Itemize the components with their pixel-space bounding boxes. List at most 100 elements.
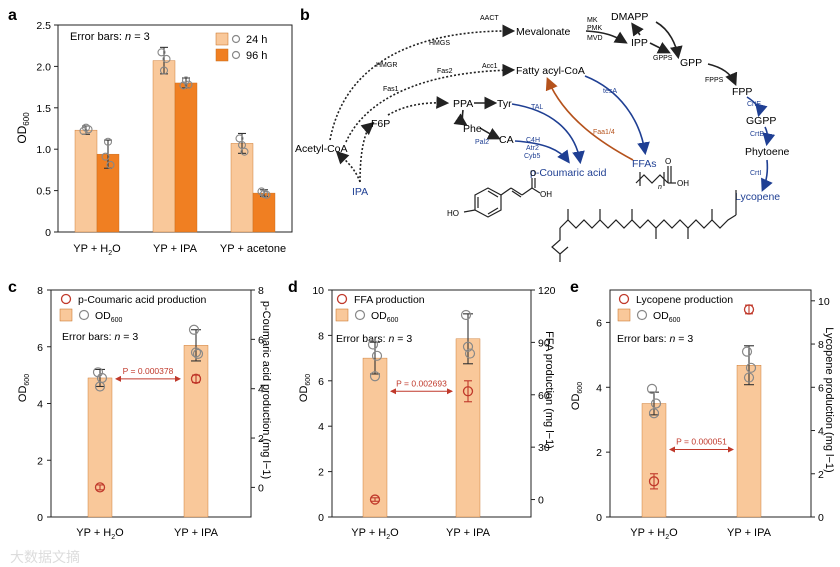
ylabel-main: OD [17,386,29,403]
od-point-d [369,371,381,382]
p-coumaric-structure [463,178,541,218]
legend-od-marker [636,309,648,321]
y-tick-label-e: 4 [596,382,602,394]
node-ipp: IPP [631,37,648,49]
y2-tick-label-e: 10 [818,296,830,308]
node-fpp: FPP [732,86,752,98]
node-gpp: GPP [680,57,702,69]
x-tick-label-d: YP + IPA [446,527,491,539]
data-point-a [159,66,169,75]
y-tick-label-d: 0 [318,512,324,524]
od-point-c [190,347,202,358]
od-bar-c-1 [183,345,209,518]
y-tick-label-e: 2 [596,447,602,459]
data-point-a [240,147,249,156]
y2-tick-label-c: 2 [258,433,264,445]
od-point-d [460,309,472,321]
y-tick-label-d: 2 [318,467,324,479]
arrow-f6p-ppa [387,96,450,116]
node-ppa: PPA [453,98,473,110]
y2-tick-label-c: 8 [258,285,264,297]
legend-od-swatch [335,308,349,322]
legend-od-main: OD [371,310,387,322]
annotation-prefix: Error bars: [336,333,389,345]
y2-tick-label-d: 30 [538,442,550,454]
x-tick-label-e: YP + H2O [630,527,678,541]
x-tick-label-c: YP + IPA [174,527,219,539]
y-tick-label-e: 0 [596,512,602,524]
arrow-ca-pca [514,140,570,164]
enzyme-fpps: FPPS [705,77,724,84]
od-bar-c-0 [87,377,113,518]
ylabel-sub: 600 [577,382,584,394]
enzyme-mvd: MVD [587,35,603,42]
arrow-ppa-phe [453,109,468,126]
production-point-d-1 [462,386,474,397]
y2-tick-label-c: 0 [258,482,264,494]
panel-e-annotation: Error bars: n = 3 [617,333,693,345]
lycopene-structure [551,190,737,262]
data-point-a [157,48,166,57]
od-point-c [188,324,200,335]
panel-d-annotation: Error bars: n = 3 [336,333,412,345]
arrow-fpp-ggpp [746,96,768,118]
node-fatty-acyl-coa: Fatty acyl-CoA [516,65,585,77]
legend-swatch-96h [215,48,229,62]
legend-label-24h: 24 h [246,34,267,46]
x-tick-label-c: YP + H2O [76,527,124,541]
node-ffas: FFAs [632,158,657,170]
legend-od-main: OD [95,310,111,322]
enzyme-crte: CrtE [747,101,761,108]
enzyme-tal: TAL [531,104,543,111]
legend-production-label: p-Coumaric acid production [78,294,207,306]
y2-tick-label-e: 0 [818,512,824,524]
legend-od-sub: 600 [111,317,123,324]
y-tick-label-a: 0.5 [36,186,51,198]
p-value-label-c: P = 0.000378 [123,366,174,376]
chart-panel-a: Error bars: n = 3 24 h 96 h OD600 [15,31,267,144]
y-tick-label-c: 4 [37,399,43,411]
enzyme-pal2: Pal2 [475,139,489,146]
ffa-o: O [665,157,671,166]
arrow-ffas-fattyacyl [545,77,634,161]
arrow-phe-ca [479,127,501,140]
legend-od-label: OD600 [371,310,399,324]
panel-e-y2label: Lycopene production (mg l−1) [823,327,835,472]
y-tick-label-a: 1.0 [36,144,51,156]
chart-panel-c: OD600 p-Coumaric acid production (mg l−1… [17,293,272,479]
y2-tick-label-c: 4 [258,384,264,396]
od-point-d [464,348,476,359]
panel-a-ylabel: OD600 [15,112,31,144]
x-tick-label-a: YP + acetone [220,243,286,255]
od-point-c [96,372,108,384]
annotation-n: n [115,331,121,343]
p-value-label-d: P = 0.002693 [396,378,447,388]
data-point-a [181,76,191,85]
node-dmapp: DMAPP [611,11,648,23]
ylabel-main: OD [298,386,310,403]
legend-production-label: FFA production [354,294,425,306]
y-tick-label-d: 10 [312,285,324,297]
panel-c-y2label: p-Coumaric acid production (mg l−1) [260,301,272,479]
od-point-e [741,346,753,357]
legend-marker-24h [231,34,241,44]
chart-panel-e: OD600 Lycopene production (mg l−1) Lycop… [570,293,835,473]
od-point-e [650,398,662,409]
watermark: 大数据文摘 [10,549,80,565]
legend-label-96h: 96 h [246,50,267,62]
node-mevalonate: Mevalonate [516,26,570,38]
legend-marker-96h [231,50,241,60]
pca-oh: OH [540,190,552,199]
arrow-ipp-gpp [649,41,671,54]
arrow-dmapp-gpp [655,21,683,60]
y2-tick-label-e: 4 [818,426,824,438]
y2-tick-label-d: 60 [538,390,550,402]
od-point-e [648,408,660,419]
production-point-d-0 [369,494,381,505]
p-value-label-e: P = 0.000051 [676,436,727,446]
ylabel-sub: 600 [24,374,31,386]
bar-24h-1 [152,60,176,233]
od-point-e [743,372,755,383]
annotation-n: n [670,333,676,345]
pca-ho: HO [447,209,459,218]
